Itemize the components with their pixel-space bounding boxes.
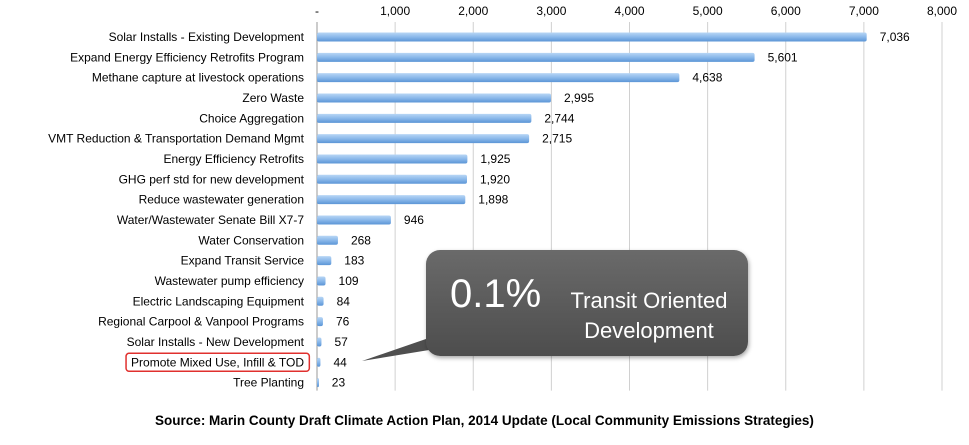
bar: [317, 32, 867, 42]
category-label: Tree Planting: [233, 376, 304, 390]
x-tick-label: -: [315, 4, 319, 18]
bar: [317, 256, 332, 266]
bar: [317, 134, 530, 144]
category-label: Electric Landscaping Equipment: [133, 294, 305, 308]
callout-text: Transit Oriented Development: [570, 288, 728, 343]
bar: [317, 215, 391, 225]
bar: [317, 154, 468, 164]
gridlines: [316, 22, 943, 391]
value-label: 84: [337, 294, 351, 308]
source-caption: Source: Marin County Draft Climate Actio…: [155, 413, 814, 428]
bar: [317, 174, 467, 184]
category-label: Choice Aggregation: [199, 111, 304, 125]
category-label: Water/Wastewater Senate Bill X7-7: [117, 213, 305, 227]
x-axis: - 1,000 2,000 3,000 4,000 5,000 6,000 7,000 8,00…: [315, 4, 957, 18]
category-label: Expand Transit Service: [181, 254, 305, 268]
value-label: 268: [351, 233, 371, 247]
x-tick-label: 1,000: [380, 4, 410, 18]
callout-box: 0.1% Transit Oriented Development: [426, 250, 748, 356]
value-labels: 7,036 5,601 4,638 2,995 2,744 2,715 1,925 1,920…: [332, 30, 910, 390]
value-label: 2,715: [542, 132, 572, 146]
category-label: Regional Carpool & Vanpool Programs: [98, 315, 304, 329]
value-label: 109: [339, 274, 359, 288]
category-label: Solar Installs - New Development: [127, 335, 305, 349]
value-label: 946: [404, 213, 424, 227]
value-label: 44: [333, 355, 347, 369]
value-label: 23: [332, 376, 346, 390]
x-tick-label: 8,000: [927, 4, 957, 18]
value-label: 57: [334, 335, 348, 349]
value-label: 7,036: [880, 30, 910, 44]
bar: [317, 317, 323, 327]
bar: [317, 73, 680, 83]
bars: [317, 32, 867, 388]
category-label: VMT Reduction & Transportation Demand Mg…: [48, 132, 305, 146]
value-label: 2,744: [544, 111, 574, 125]
value-label: 1,920: [480, 172, 510, 186]
category-label: Zero Waste: [242, 91, 304, 105]
category-label: Energy Efficiency Retrofits: [163, 152, 304, 166]
value-label: 1,898: [478, 193, 508, 207]
category-label: Water Conservation: [198, 233, 304, 247]
bar: [317, 357, 321, 367]
bar: [317, 52, 755, 62]
category-label: Expand Energy Efficiency Retrofits Progr…: [70, 50, 304, 64]
category-label: Methane capture at livestock operations: [92, 71, 304, 85]
x-tick-label: 7,000: [849, 4, 879, 18]
x-tick-label: 6,000: [771, 4, 801, 18]
bar: [317, 337, 322, 347]
x-tick-label: 5,000: [693, 4, 723, 18]
category-labels: Solar Installs - Existing Development Exp…: [48, 30, 311, 390]
bar: [317, 113, 532, 123]
category-label: Promote Mixed Use, Infill & TOD: [131, 355, 304, 369]
bar: [317, 296, 324, 306]
bar: [317, 195, 466, 205]
x-tick-label: 4,000: [614, 4, 644, 18]
highlight-box: [125, 352, 311, 373]
callout-percent: 0.1%: [450, 272, 542, 316]
category-label: Reduce wastewater generation: [139, 193, 304, 207]
value-label: 1,925: [480, 152, 510, 166]
value-label: 76: [336, 315, 350, 329]
bar: [317, 378, 319, 388]
x-tick-label: 2,000: [458, 4, 488, 18]
value-label: 2,995: [564, 91, 594, 105]
category-label: Solar Installs - Existing Development: [109, 30, 305, 44]
bar: [317, 235, 338, 245]
category-label: Wastewater pump efficiency: [155, 274, 304, 288]
value-label: 183: [344, 254, 364, 268]
x-tick-label: 3,000: [536, 4, 566, 18]
value-label: 5,601: [768, 50, 798, 64]
category-label: GHG perf std for new development: [119, 172, 305, 186]
bar-chart: - 1,000 2,000 3,000 4,000 5,000 6,000 7,000 8,00…: [48, 4, 957, 391]
bar: [317, 93, 551, 103]
value-label: 4,638: [692, 71, 722, 85]
bar: [317, 276, 326, 286]
